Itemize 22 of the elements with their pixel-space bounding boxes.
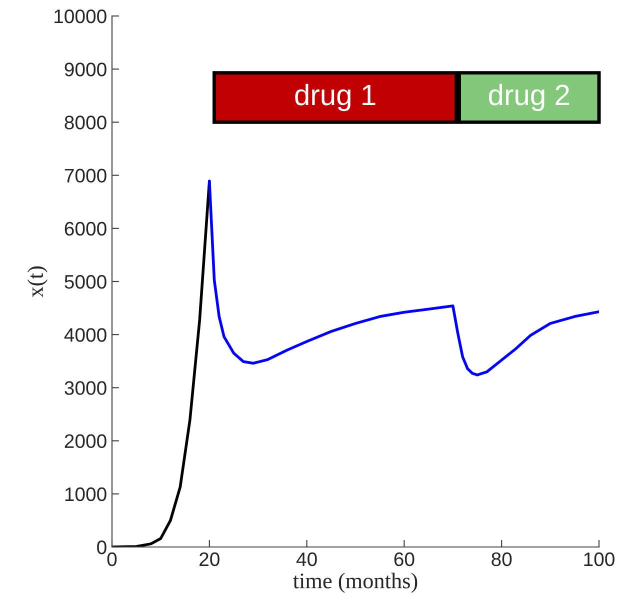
y-tick-label: 7000 xyxy=(64,168,106,183)
y-tick-label: 6000 xyxy=(64,222,106,236)
x-axis-title: time (months) xyxy=(293,572,418,593)
y-tick-label: 4000 xyxy=(64,328,106,342)
y-tick-label: 1000 xyxy=(65,487,106,502)
x-tick-label: 0 xyxy=(107,552,117,566)
y-tick-label: 8000 xyxy=(64,116,106,130)
y-tick-label: 5000 xyxy=(64,274,106,289)
band-label: drug 1 xyxy=(295,84,376,112)
y-tick-label: 2000 xyxy=(64,434,106,448)
band-label: drug 2 xyxy=(488,84,570,112)
y-tick-label: 10000 xyxy=(54,9,106,24)
x-tick-label: 60 xyxy=(394,552,414,566)
x-tick-label: 20 xyxy=(200,552,220,566)
y-tick-label: 0 xyxy=(97,540,106,554)
line-series xyxy=(208,180,599,376)
y-tick-label: 9000 xyxy=(64,62,106,76)
x-tick-label: 80 xyxy=(492,552,512,566)
y-axis-title: x(t) xyxy=(27,266,48,298)
y-tick-label: 3000 xyxy=(64,381,106,395)
x-tick-label: 100 xyxy=(584,552,614,566)
x-tick-label: 40 xyxy=(296,552,317,566)
